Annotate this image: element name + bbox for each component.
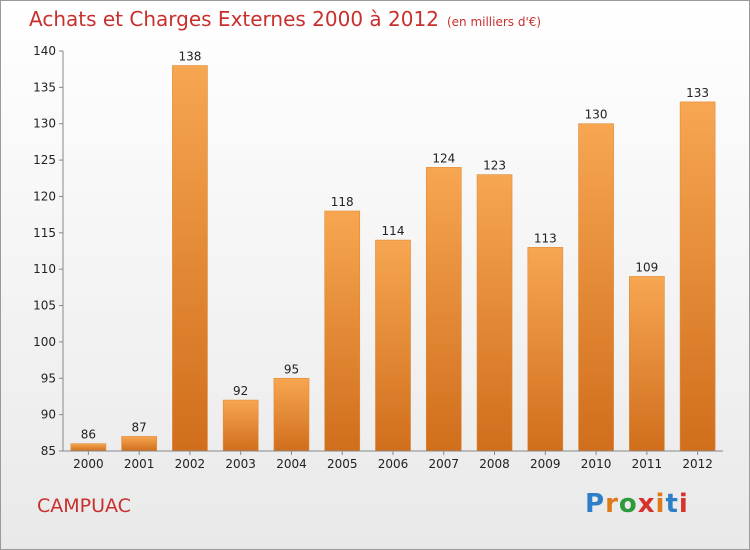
chart-title: Achats et Charges Externes 2000 à 2012 (e… <box>29 7 541 31</box>
data-label-2000: 86 <box>81 428 96 442</box>
x-tick-2003: 2003 <box>225 457 256 471</box>
logo-letter: i <box>655 489 666 519</box>
x-tick-2011: 2011 <box>632 457 663 471</box>
bar-2010 <box>578 123 614 452</box>
data-label-2010: 130 <box>585 108 608 122</box>
logo-letter: P <box>585 489 606 519</box>
bar-2006 <box>375 239 411 452</box>
bar-2012 <box>679 101 716 452</box>
data-label-2004: 95 <box>284 362 299 376</box>
logo-letter: r <box>605 489 619 519</box>
y-tick-90: 90 <box>41 408 56 422</box>
x-tick-2009: 2009 <box>530 457 561 471</box>
data-label-2007: 124 <box>432 151 455 165</box>
bar-2008 <box>476 174 513 452</box>
x-tick-2000: 2000 <box>73 457 104 471</box>
bar-2007 <box>425 167 462 452</box>
bar-2009 <box>527 247 564 452</box>
data-label-2005: 118 <box>331 195 354 209</box>
logo-letter: o <box>618 489 638 519</box>
x-tick-2004: 2004 <box>276 457 307 471</box>
y-tick-130: 130 <box>33 117 56 131</box>
bar-2002 <box>172 65 208 452</box>
bar-2011 <box>629 276 665 452</box>
bar-2001 <box>121 436 157 452</box>
chart-unit: (en milliers d'€) <box>446 15 542 29</box>
y-tick-85: 85 <box>41 444 56 458</box>
y-tick-125: 125 <box>33 153 56 167</box>
y-tick-140: 140 <box>33 44 56 58</box>
y-tick-120: 120 <box>33 189 56 203</box>
proxiti-logo: Proxiti <box>585 489 689 519</box>
y-tick-135: 135 <box>33 80 56 94</box>
x-tick-2012: 2012 <box>682 457 713 471</box>
y-tick-95: 95 <box>41 371 56 385</box>
y-tick-110: 110 <box>33 262 56 276</box>
bar-2003 <box>222 399 259 452</box>
x-tick-2007: 2007 <box>428 457 459 471</box>
bar-2004 <box>273 377 310 452</box>
data-label-2001: 87 <box>132 420 147 434</box>
axes-group <box>59 50 723 455</box>
bar-2005 <box>324 210 361 452</box>
bars-group <box>70 65 716 452</box>
data-label-2006: 114 <box>382 224 405 238</box>
data-label-2002: 138 <box>178 50 201 64</box>
data-label-2003: 92 <box>233 384 248 398</box>
x-tick-2006: 2006 <box>378 457 409 471</box>
data-label-2012: 133 <box>686 86 709 100</box>
x-tick-2001: 2001 <box>124 457 155 471</box>
data-label-2011: 109 <box>635 260 658 274</box>
x-tick-2010: 2010 <box>581 457 612 471</box>
chart-title-text: Achats et Charges Externes 2000 à 2012 <box>29 7 439 31</box>
y-tick-105: 105 <box>33 299 56 313</box>
logo-letter: t <box>665 489 679 519</box>
bar-2000 <box>70 443 107 452</box>
x-tick-2008: 2008 <box>479 457 510 471</box>
data-label-2008: 123 <box>483 159 506 173</box>
data-label-2009: 113 <box>534 231 557 245</box>
commune-name: CAMPUAC <box>37 495 131 517</box>
logo-letter: x <box>637 489 656 519</box>
y-tick-100: 100 <box>33 335 56 349</box>
y-tick-115: 115 <box>33 226 56 240</box>
labels-group: 86 2000 87 2001 138 2002 92 2003 95 2004 118 2005 11… <box>33 44 713 471</box>
x-tick-2002: 2002 <box>175 457 206 471</box>
x-tick-2005: 2005 <box>327 457 358 471</box>
logo-letter: i <box>678 489 689 519</box>
